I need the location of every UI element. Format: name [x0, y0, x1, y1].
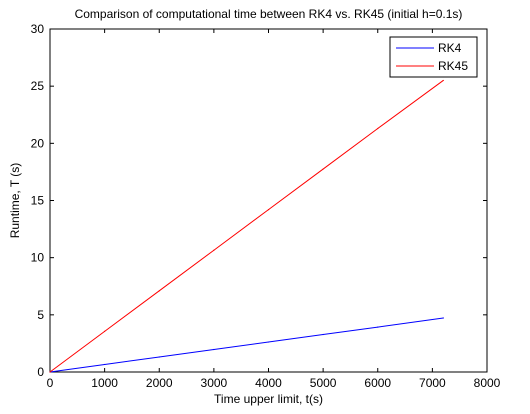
legend-label-rk4: RK4	[438, 41, 462, 55]
plot-area	[49, 28, 488, 373]
data-point-rk4	[104, 363, 106, 366]
y-tick-label: 15	[31, 194, 45, 208]
y-tick-label: 20	[31, 136, 45, 150]
x-tick-label: 8000	[474, 376, 501, 390]
x-axis-title: Time upper limit, t(s)	[214, 392, 323, 406]
data-point-rk45	[158, 290, 160, 292]
x-tick-label: 6000	[364, 376, 391, 390]
y-tick-label: 0	[37, 365, 44, 379]
data-point-rk4	[377, 326, 379, 328]
data-point-rk45	[442, 79, 444, 82]
x-tick-label: 0	[47, 376, 54, 390]
y-tick-label: 5	[37, 308, 44, 322]
data-point-rk45	[377, 127, 379, 130]
y-tick-label: 30	[31, 22, 45, 36]
series-line-rk45	[49, 80, 444, 373]
data-point-rk4	[322, 333, 324, 336]
data-point-rk4	[213, 348, 215, 351]
series-lines	[49, 79, 444, 373]
data-point-rk4	[158, 356, 160, 358]
data-point-rk45	[104, 330, 106, 333]
y-axis-ticks: 0 5 10 15 20 25 30	[31, 22, 487, 379]
y-tick-label: 25	[31, 79, 45, 93]
legend-label-rk45: RK45	[438, 59, 468, 73]
x-tick-label: 1000	[91, 376, 118, 390]
data-point-rk45	[213, 249, 215, 251]
x-axis-ticks: 0 1000 2000 3000 4000 5000 6000 7000 8000	[47, 29, 501, 390]
data-point-rk45	[322, 168, 324, 170]
x-tick-label: 4000	[255, 376, 282, 390]
x-tick-label: 7000	[419, 376, 446, 390]
x-tick-label: 3000	[201, 376, 228, 390]
series-line-rk4	[49, 317, 444, 373]
data-point-rk4	[442, 317, 444, 319]
x-tick-label: 2000	[146, 376, 173, 390]
legend-box	[389, 36, 478, 78]
y-axis-title: Runtime, T (s)	[8, 163, 22, 239]
chart-title: Comparison of computational time between…	[75, 7, 463, 21]
data-point-rk4	[267, 341, 270, 343]
data-point-rk45	[49, 371, 51, 373]
y-tick-label: 10	[31, 251, 45, 265]
data-point-rk45	[267, 209, 270, 211]
legend: RK4 RK45	[389, 36, 478, 78]
x-tick-label: 5000	[310, 376, 337, 390]
